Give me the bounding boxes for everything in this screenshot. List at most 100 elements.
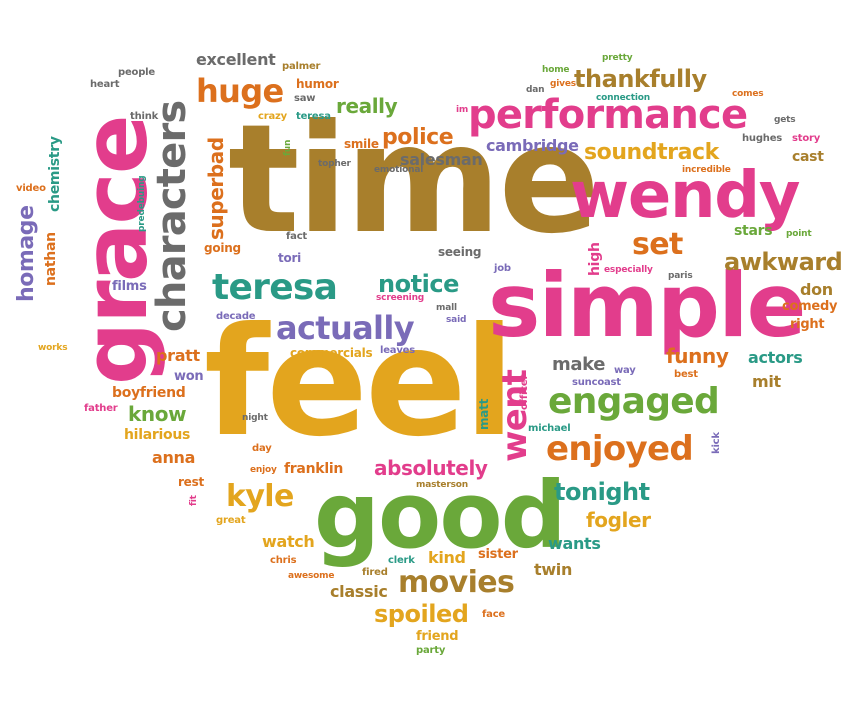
- word-comedy: comedy: [782, 299, 838, 314]
- word-kind: kind: [428, 548, 466, 567]
- word-simple: simple: [488, 254, 806, 357]
- word-enjoy: enjoy: [250, 465, 277, 475]
- word-best: best: [674, 369, 698, 380]
- word-clerk: clerk: [388, 555, 415, 566]
- word-characters: characters: [149, 100, 195, 332]
- word-michael: michael: [528, 423, 571, 434]
- word-story: story: [792, 133, 821, 144]
- word-high: high: [587, 242, 603, 276]
- word-wants: wants: [548, 534, 601, 553]
- word-chemistry: chemistry: [47, 136, 63, 212]
- word-wendy: wendy: [570, 159, 801, 233]
- word-thankfully: thankfully: [574, 65, 707, 93]
- word-huge: huge: [196, 72, 284, 110]
- word-think: think: [130, 111, 159, 122]
- word-watch: watch: [262, 532, 315, 551]
- word-kick: kick: [711, 432, 722, 454]
- word-saw: saw: [294, 93, 316, 104]
- word-teresa: teresa: [212, 267, 338, 308]
- word-teresa-small: teresa: [296, 111, 331, 122]
- word-tori: tori: [278, 251, 302, 265]
- word-day: day: [252, 443, 272, 454]
- word-good: good: [314, 462, 567, 569]
- word-hughes: hughes: [742, 133, 783, 144]
- word-topher: topher: [318, 159, 351, 169]
- word-fogler: fogler: [586, 508, 651, 532]
- word-palmer: palmer: [282, 61, 321, 72]
- word-paris: paris: [668, 271, 693, 281]
- word-nathan: nathan: [43, 232, 59, 286]
- word-pratt: pratt: [156, 346, 200, 365]
- word-father: father: [84, 403, 118, 414]
- word-seeing: seeing: [438, 245, 482, 259]
- word-make: make: [552, 354, 606, 375]
- word-won: won: [174, 369, 204, 384]
- word-incredible: incredible: [682, 165, 731, 175]
- word-gives: gives: [550, 79, 576, 89]
- word-excellent: excellent: [196, 50, 276, 69]
- word-emotional: emotional: [374, 165, 424, 175]
- word-screening: screening: [376, 293, 425, 303]
- word-enjoyed: enjoyed: [546, 429, 694, 469]
- word-movies: movies: [398, 565, 515, 600]
- word-cambridge: cambridge: [486, 136, 579, 155]
- word-superbad: superbad: [204, 137, 228, 240]
- word-rest: rest: [178, 475, 204, 489]
- word-mit: mit: [752, 372, 781, 391]
- word-great: great: [216, 515, 246, 526]
- word-decade: decade: [216, 311, 256, 322]
- word-said: said: [446, 315, 467, 325]
- word-commercials: commercials: [290, 346, 373, 360]
- word-hilarious: hilarious: [124, 427, 191, 443]
- word-fired: fired: [362, 567, 388, 578]
- word-suncoast: suncoast: [572, 377, 621, 388]
- word-funny: funny: [666, 344, 729, 368]
- word-mall: mall: [436, 303, 457, 313]
- word-people: people: [118, 67, 155, 78]
- word-really: really: [336, 94, 398, 118]
- word-actors: actors: [748, 348, 803, 367]
- word-humor: humor: [296, 77, 339, 91]
- word-smile: smile: [344, 137, 379, 151]
- word-stars: stars: [734, 223, 773, 239]
- word-police: police: [382, 125, 454, 150]
- word-connection: connection: [596, 93, 650, 103]
- word-way: way: [614, 365, 636, 376]
- word-fun: fun: [283, 139, 293, 156]
- word-masterson: masterson: [416, 480, 468, 490]
- word-anna: anna: [152, 448, 196, 467]
- word-party: party: [416, 645, 446, 656]
- word-homage: homage: [14, 205, 39, 302]
- word-night: night: [242, 413, 268, 423]
- word-chris: chris: [270, 555, 297, 566]
- word-crazy: crazy: [258, 111, 287, 122]
- word-video: video: [16, 183, 46, 194]
- word-films: films: [112, 279, 147, 294]
- word-predebuing: predebuing: [137, 175, 147, 232]
- word-know: know: [128, 402, 187, 426]
- word-cast: cast: [792, 149, 824, 165]
- word-notice: notice: [378, 270, 459, 298]
- word-leaves: leaves: [380, 345, 416, 356]
- word-friend: friend: [416, 629, 459, 644]
- word-performance: performance: [468, 92, 748, 138]
- word-gets: gets: [774, 115, 796, 125]
- word-boyfriend: boyfriend: [112, 385, 186, 401]
- word-actually: actually: [276, 309, 415, 347]
- word-works: works: [38, 343, 68, 353]
- word-sister: sister: [478, 547, 518, 562]
- word-set: set: [632, 227, 683, 262]
- word-don: don: [800, 280, 833, 299]
- word-feel: feel: [204, 296, 515, 470]
- word-job: job: [494, 263, 511, 274]
- word-tonight: tonight: [554, 478, 650, 506]
- word-fact: fact: [286, 231, 308, 242]
- word-im: im: [456, 105, 469, 115]
- word-engaged: engaged: [548, 381, 720, 422]
- word-awesome: awesome: [288, 571, 335, 581]
- word-absolutely: absolutely: [374, 456, 488, 480]
- word-matt: matt: [477, 398, 491, 430]
- word-spoiled: spoiled: [374, 600, 469, 628]
- word-officer: officer: [519, 374, 530, 410]
